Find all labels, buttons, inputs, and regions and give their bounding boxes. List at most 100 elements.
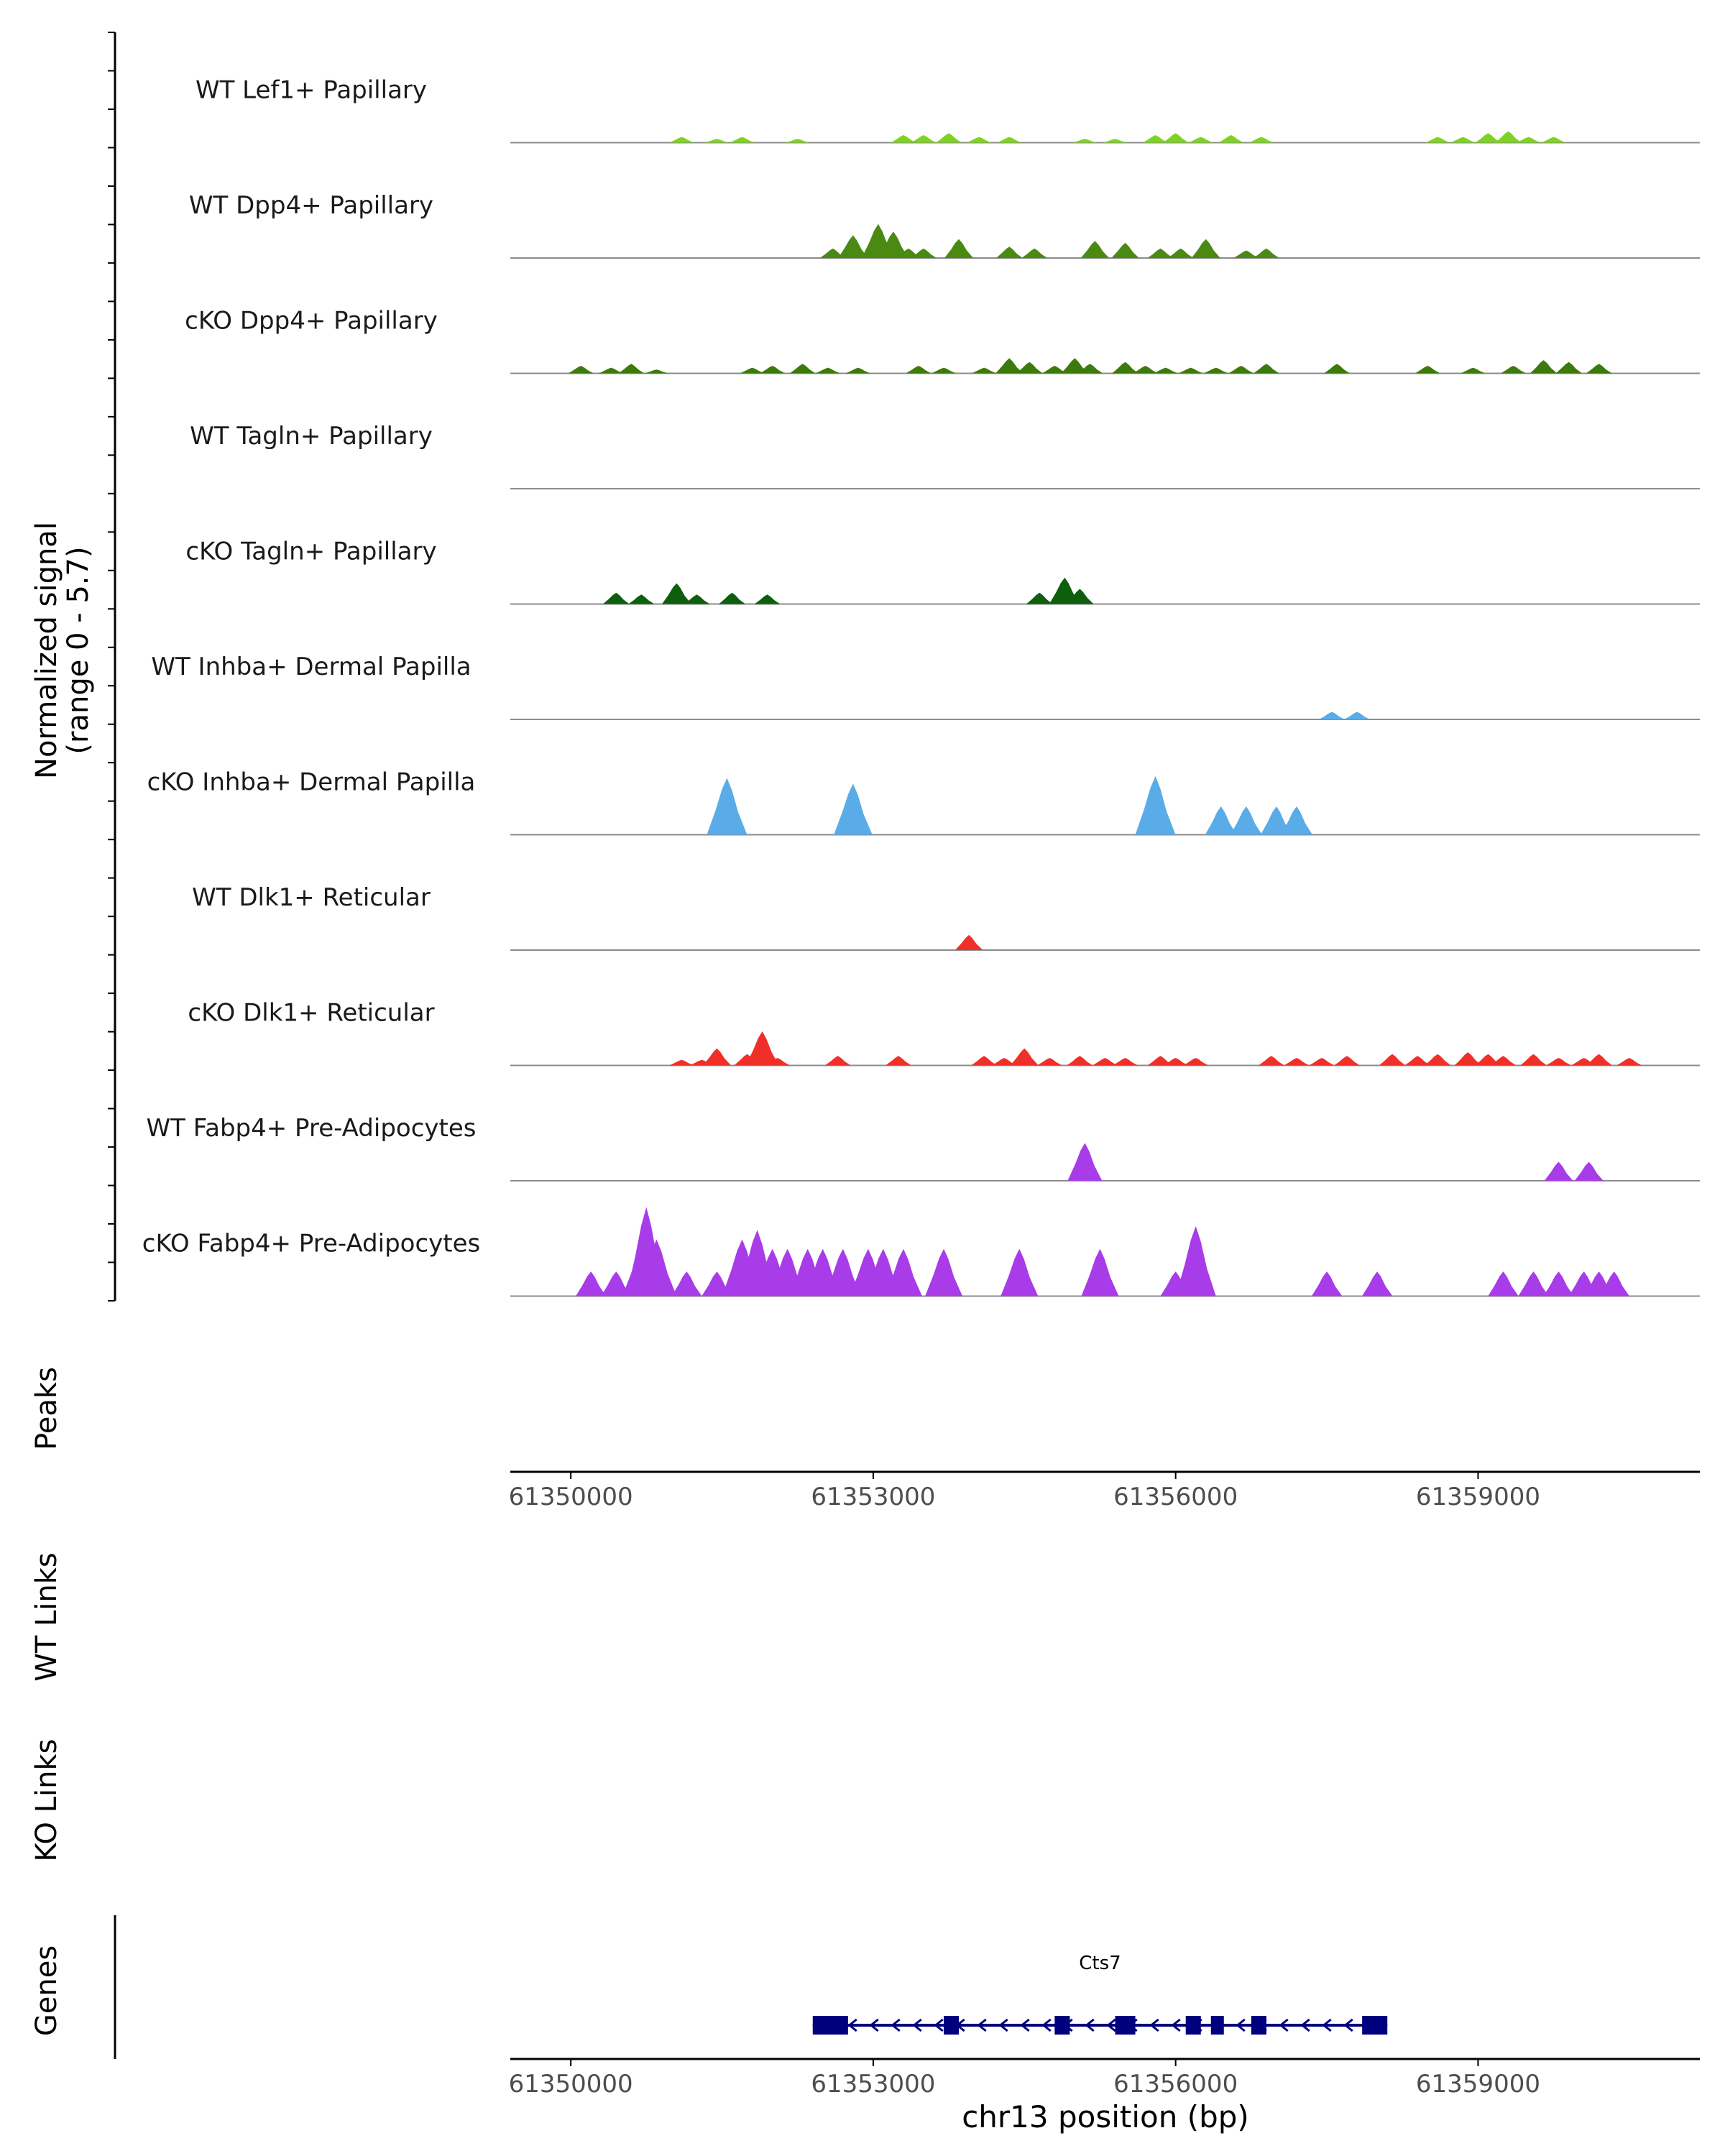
coverage-peak xyxy=(601,1271,632,1296)
coverage-peak xyxy=(1230,806,1262,835)
x-axis-upper: 61350000 61353000 61356000 61359000 xyxy=(509,1470,1700,1511)
coverage-peak xyxy=(602,592,630,604)
coverage-peak xyxy=(1113,1058,1138,1066)
coverage-peak xyxy=(704,139,730,143)
coverage-peak xyxy=(636,1239,677,1296)
coverage-peak xyxy=(1081,1248,1119,1296)
coverage-peak xyxy=(824,1056,851,1066)
coverage-peak xyxy=(972,367,997,374)
coverage-peak xyxy=(1475,133,1501,143)
coverage-peak xyxy=(995,247,1023,258)
coverage-peak xyxy=(1175,1226,1216,1296)
strand-arrow xyxy=(1171,2018,1181,2032)
coverage-peak xyxy=(760,366,786,374)
coverage-peak xyxy=(1495,131,1522,143)
strand-arrow xyxy=(912,2018,922,2032)
coverage-peak xyxy=(669,137,694,143)
coverage-peak xyxy=(991,1058,1017,1066)
coverage-peak xyxy=(1454,1052,1482,1066)
coverage-peak xyxy=(1586,364,1612,374)
y-axis-range-label: (range 0 - 5.7) xyxy=(62,546,95,754)
coverage-peak xyxy=(1546,1058,1572,1066)
track-label: WT Inhba+ Dermal Papilla xyxy=(151,653,471,681)
coverage-peak xyxy=(1010,1048,1039,1066)
coverage-peak xyxy=(1162,133,1189,143)
coverage-peak xyxy=(1543,1271,1574,1296)
strand-arrow xyxy=(1322,2018,1332,2032)
coverage-peak xyxy=(1112,361,1138,374)
track: cKO Fabp4+ Pre-Adipocytes xyxy=(142,1207,1700,1297)
x-tick-label: 61356000 xyxy=(1113,2070,1238,2099)
track-label: WT Fabp4+ Pre-Adipocytes xyxy=(147,1114,477,1143)
coverage-peak xyxy=(1016,361,1043,374)
track: WT Dlk1+ Reticular xyxy=(192,883,1700,951)
coverage-peak xyxy=(1344,711,1370,719)
coverage-peak xyxy=(1188,137,1213,143)
coverage-peak xyxy=(1258,1056,1284,1066)
coverage-peak xyxy=(911,248,937,258)
gene-track: Cts7 xyxy=(812,1953,1388,2035)
coverage-peak xyxy=(1414,366,1440,374)
coverage-peak xyxy=(931,367,957,374)
track: cKO Dpp4+ Papillary xyxy=(185,307,1700,374)
strand-arrow xyxy=(847,2018,857,2032)
track-label: cKO Inhba+ Dermal Papilla xyxy=(147,768,476,797)
coverage-peak xyxy=(576,1271,607,1296)
coverage-peak xyxy=(730,137,755,143)
track-label: cKO Dlk1+ Reticular xyxy=(188,999,434,1028)
coverage-peak xyxy=(955,934,983,950)
coverage-peak xyxy=(1092,1058,1118,1066)
coverage-peak xyxy=(1379,1054,1406,1066)
coverage-peak xyxy=(618,364,645,374)
coverage-peak xyxy=(684,594,710,604)
peaks-label: Peaks xyxy=(30,1367,63,1450)
coverage-peak xyxy=(1281,806,1312,835)
coverage-peak xyxy=(815,367,840,374)
coverage-peak xyxy=(1404,1056,1431,1066)
coverage-peak xyxy=(886,1056,911,1066)
ko-links-label: KO Links xyxy=(30,1739,63,1862)
coverage-peak xyxy=(1036,1058,1062,1066)
coverage-peak xyxy=(745,1031,779,1066)
coverage-peak xyxy=(1041,366,1067,374)
coverage-peak xyxy=(838,235,868,258)
strand-arrow xyxy=(977,2018,987,2032)
coverage-peak xyxy=(1103,139,1128,143)
coverage-peak xyxy=(1133,366,1159,374)
coverage-peak xyxy=(1460,367,1486,374)
coverage-peak xyxy=(1153,367,1178,374)
coverage-peak xyxy=(944,239,974,258)
strand-arrow xyxy=(869,2018,879,2032)
strand-arrow xyxy=(1149,2018,1159,2032)
track: WT Inhba+ Dermal Papilla xyxy=(151,653,1700,720)
coverage-peak xyxy=(719,592,745,604)
gene-exon xyxy=(1185,2016,1201,2035)
x-tick-label: 61359000 xyxy=(1416,2070,1540,2099)
coverage-peak xyxy=(1425,137,1450,143)
genes-label: Genes xyxy=(30,1945,63,2036)
gene-exon xyxy=(1115,2016,1136,2035)
coverage-peak xyxy=(1311,1271,1343,1296)
track-label: cKO Tagln+ Papillary xyxy=(185,538,436,566)
x-axis-label: chr13 position (bp) xyxy=(962,2099,1249,2134)
coverage-peak xyxy=(1143,135,1169,143)
coverage-peak xyxy=(671,1271,702,1296)
track-label: WT Dlk1+ Reticular xyxy=(192,883,431,912)
coverage-peak xyxy=(707,778,748,835)
strand-arrow xyxy=(1020,2018,1030,2032)
coverage-peak xyxy=(1490,1056,1517,1066)
track: WT Lef1+ Papillary xyxy=(196,76,1700,144)
coverage-peak xyxy=(1586,1054,1613,1066)
gene-exon xyxy=(1362,2016,1388,2035)
coverage-peak xyxy=(628,594,655,604)
y-axis xyxy=(108,32,116,1302)
coverage-peak xyxy=(925,1248,963,1296)
coverage-peak xyxy=(1520,1054,1547,1066)
coverage-peak xyxy=(1260,806,1292,835)
coverage-peak xyxy=(885,1248,922,1296)
coverage-peak xyxy=(1205,806,1237,835)
coverage-peak xyxy=(1424,1054,1451,1066)
coverage-peak xyxy=(1061,358,1089,374)
x-tick-label: 61356000 xyxy=(1113,1483,1238,1511)
x-tick-label: 61350000 xyxy=(509,1483,633,1511)
